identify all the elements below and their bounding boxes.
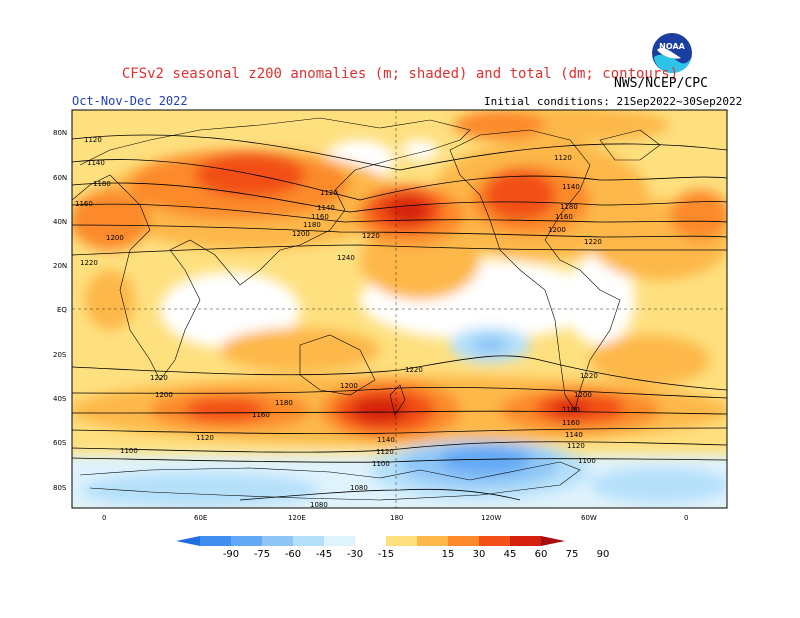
lat-label: 20S <box>53 351 67 359</box>
contour-label: 1200 <box>106 234 124 242</box>
lat-label: 60N <box>53 174 67 182</box>
contour-label: 1100 <box>120 447 138 455</box>
contour-label: 1200 <box>155 391 173 399</box>
contour-label: 1220 <box>80 259 98 267</box>
contour-label: 1140 <box>317 204 335 212</box>
contour-label: 1140 <box>87 159 105 167</box>
legend-label: -75 <box>254 549 270 560</box>
color-legend: -90 -75 -60 -45 -30 -15 15 30 45 60 75 90 <box>176 536 610 560</box>
contour-label: 1120 <box>84 136 102 144</box>
contour-label: 1080 <box>350 484 368 492</box>
contour-label: 1180 <box>562 406 580 414</box>
legend-label: 60 <box>535 549 548 560</box>
contour-label: 1180 <box>275 399 293 407</box>
contour-label: 1100 <box>578 457 596 465</box>
legend-swatch <box>448 536 479 546</box>
shaded-anomaly-field: 1120 1140 1180 1160 1200 1220 1120 1140 … <box>72 110 727 509</box>
legend-label: 45 <box>504 549 517 560</box>
lat-label: 40N <box>53 218 67 226</box>
lon-label: 120W <box>481 514 501 522</box>
longitude-labels: 0 60E 120E 180 120W 60W 0 <box>102 514 688 522</box>
contour-label: 1080 <box>310 501 328 509</box>
contour-label: 1120 <box>376 448 394 456</box>
legend-label: -30 <box>347 549 363 560</box>
contour-label: 1180 <box>560 203 578 211</box>
legend-swatch <box>200 536 231 546</box>
lon-label: 120E <box>288 514 306 522</box>
logo-text: NOAA <box>659 42 685 51</box>
lat-label: 80S <box>53 484 67 492</box>
contour-label: 1200 <box>292 230 310 238</box>
map-frame <box>71 109 728 509</box>
legend-swatch <box>386 536 417 546</box>
legend-swatch <box>324 536 355 546</box>
legend-arrow-left <box>176 536 200 546</box>
legend-label: 90 <box>597 549 610 560</box>
lon-label: 60W <box>581 514 597 522</box>
contour-label: 1240 <box>337 254 355 262</box>
legend-swatch <box>479 536 510 546</box>
contour-label: 1220 <box>580 372 598 380</box>
contour-label: 1100 <box>372 460 390 468</box>
contour-label: 1200 <box>340 382 358 390</box>
lon-label: 0 <box>102 514 106 522</box>
contour-label: 1160 <box>252 411 270 419</box>
legend-swatch <box>510 536 541 546</box>
lat-label: 60S <box>53 439 67 447</box>
contour-label: 1120 <box>320 189 338 197</box>
agency-label: NWS/NCEP/CPC <box>614 76 708 91</box>
contour-label: 1180 <box>303 221 321 229</box>
legend-label: -90 <box>223 549 239 560</box>
season-label: Oct-Nov-Dec 2022 <box>72 94 188 108</box>
contour-label: 1120 <box>567 442 585 450</box>
contour-label: 1140 <box>565 431 583 439</box>
contour-label: 1220 <box>362 232 380 240</box>
contour-label: 1160 <box>555 213 573 221</box>
legend-swatch <box>355 536 386 546</box>
height-contours <box>72 134 727 501</box>
legend-arrow-right <box>541 536 565 546</box>
legend-label: -60 <box>285 549 301 560</box>
lat-label: 40S <box>53 395 67 403</box>
noaa-logo-icon: NOAA <box>652 33 692 73</box>
legend-label: 30 <box>473 549 486 560</box>
contour-label: 1120 <box>554 154 572 162</box>
contour-label: 1180 <box>93 180 111 188</box>
legend-label: -15 <box>378 549 394 560</box>
contour-label: 1220 <box>584 238 602 246</box>
lat-label: EQ <box>57 306 67 314</box>
contour-label: 1220 <box>150 374 168 382</box>
legend-swatch <box>293 536 324 546</box>
lat-label: 80N <box>53 129 67 137</box>
lon-label: 0 <box>684 514 688 522</box>
legend-label: 15 <box>442 549 455 560</box>
lon-label: 60E <box>194 514 207 522</box>
latitude-labels: 80N 60N 40N 20N EQ 20S 40S 60S 80S <box>53 129 67 492</box>
legend-label: -45 <box>316 549 332 560</box>
contour-label: 1220 <box>405 366 423 374</box>
lat-label: 20N <box>53 262 67 270</box>
legend-swatch <box>417 536 448 546</box>
legend-swatch <box>262 536 293 546</box>
legend-label: 75 <box>566 549 579 560</box>
contour-label: 1140 <box>377 436 395 444</box>
contour-label: 1160 <box>75 200 93 208</box>
contour-label: 1120 <box>196 434 214 442</box>
contour-label: 1160 <box>311 213 329 221</box>
contour-label: 1200 <box>574 391 592 399</box>
legend-swatch <box>231 536 262 546</box>
grid-lines <box>72 110 727 508</box>
contour-label: 1140 <box>562 183 580 191</box>
lon-label: 180 <box>390 514 403 522</box>
contour-labels: 1120 1140 1180 1160 1200 1220 1120 1140 … <box>75 136 602 509</box>
chart-title: CFSv2 seasonal z200 anomalies (m; shaded… <box>121 66 679 82</box>
initial-conditions-label: Initial conditions: 21Sep2022~30Sep2022 <box>484 95 743 108</box>
contour-label: 1160 <box>562 419 580 427</box>
contour-label: 1200 <box>548 226 566 234</box>
